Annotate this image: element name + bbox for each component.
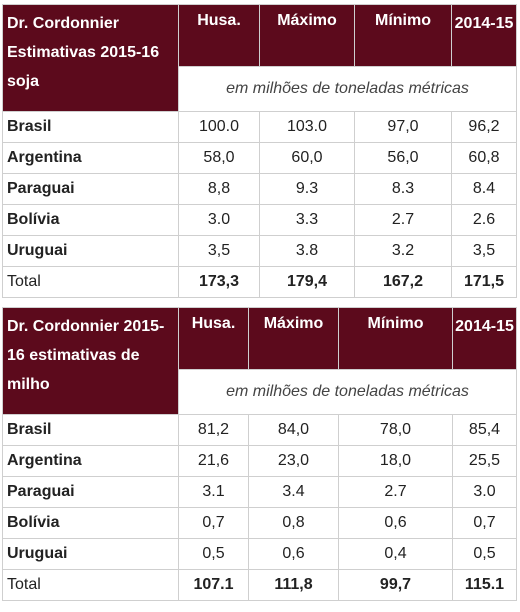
column-header-2014-15: 2014-15 xyxy=(451,4,517,67)
total-label: Total xyxy=(2,266,179,298)
row-label: Brasil xyxy=(2,414,179,446)
column-header-2014-15: 2014-15 xyxy=(452,307,517,370)
table-row: Brasil 81,2 84,0 78,0 85,4 xyxy=(2,414,517,446)
soy-estimates-table: Dr. Cordonnier Estimativas 2015-16 soja … xyxy=(2,4,517,298)
cell-maximo: 9.3 xyxy=(259,173,355,205)
total-row: Total 107.1 111,8 99,7 115.1 xyxy=(2,569,517,601)
row-label: Uruguai xyxy=(2,538,179,570)
total-label: Total xyxy=(2,569,179,601)
row-label: Brasil xyxy=(2,111,179,143)
cell-2014-15: 2.6 xyxy=(451,204,517,236)
cell-husa: 100.0 xyxy=(178,111,260,143)
table-row: Bolívia 3.0 3.3 2.7 2.6 xyxy=(2,204,517,236)
row-label: Uruguai xyxy=(2,235,179,267)
total-minimo: 167,2 xyxy=(354,266,452,298)
table-row: Paraguai 3.1 3.4 2.7 3.0 xyxy=(2,476,517,508)
cell-maximo: 0,8 xyxy=(248,507,339,539)
table-row: Uruguai 0,5 0,6 0,4 0,5 xyxy=(2,538,517,570)
cell-minimo: 78,0 xyxy=(338,414,453,446)
total-husa: 173,3 xyxy=(178,266,260,298)
table-row: Brasil 100.0 103.0 97,0 96,2 xyxy=(2,111,517,143)
cell-minimo: 56,0 xyxy=(354,142,452,174)
cell-2014-15: 0,7 xyxy=(452,507,517,539)
table-row: Bolívia 0,7 0,8 0,6 0,7 xyxy=(2,507,517,539)
total-2014-15: 171,5 xyxy=(451,266,517,298)
cell-maximo: 60,0 xyxy=(259,142,355,174)
cell-2014-15: 3.0 xyxy=(452,476,517,508)
cell-minimo: 97,0 xyxy=(354,111,452,143)
cell-2014-15: 60,8 xyxy=(451,142,517,174)
column-header-maximo: Máximo xyxy=(259,4,355,67)
total-row: Total 173,3 179,4 167,2 171,5 xyxy=(2,266,517,298)
row-label: Argentina xyxy=(2,142,179,174)
cell-husa: 3.1 xyxy=(178,476,249,508)
table-title: Dr. Cordonnier 2015-16 estimativas de mi… xyxy=(2,307,179,415)
cell-maximo: 23,0 xyxy=(248,445,339,477)
table-row: Paraguai 8,8 9.3 8.3 8.4 xyxy=(2,173,517,205)
cell-minimo: 2.7 xyxy=(354,204,452,236)
total-minimo: 99,7 xyxy=(338,569,453,601)
cell-2014-15: 96,2 xyxy=(451,111,517,143)
cell-2014-15: 3,5 xyxy=(451,235,517,267)
table-title: Dr. Cordonnier Estimativas 2015-16 soja xyxy=(2,4,179,112)
column-header-maximo: Máximo xyxy=(248,307,339,370)
cell-2014-15: 0,5 xyxy=(452,538,517,570)
cell-husa: 81,2 xyxy=(178,414,249,446)
corn-estimates-table: Dr. Cordonnier 2015-16 estimativas de mi… xyxy=(2,307,517,601)
cell-husa: 3.0 xyxy=(178,204,260,236)
total-husa: 107.1 xyxy=(178,569,249,601)
cell-husa: 0,5 xyxy=(178,538,249,570)
column-header-husa: Husa. xyxy=(178,4,260,67)
cell-2014-15: 85,4 xyxy=(452,414,517,446)
cell-maximo: 3.4 xyxy=(248,476,339,508)
cell-minimo: 0,4 xyxy=(338,538,453,570)
table-row: Uruguai 3,5 3.8 3.2 3,5 xyxy=(2,235,517,267)
row-label: Paraguai xyxy=(2,476,179,508)
cell-husa: 8,8 xyxy=(178,173,260,205)
units-note: em milhões de toneladas métricas xyxy=(178,66,517,112)
cell-husa: 3,5 xyxy=(178,235,260,267)
row-label: Bolívia xyxy=(2,204,179,236)
column-header-minimo: Mínimo xyxy=(354,4,452,67)
cell-husa: 21,6 xyxy=(178,445,249,477)
cell-minimo: 2.7 xyxy=(338,476,453,508)
cell-maximo: 0,6 xyxy=(248,538,339,570)
cell-maximo: 3.8 xyxy=(259,235,355,267)
column-header-husa: Husa. xyxy=(178,307,249,370)
cell-maximo: 84,0 xyxy=(248,414,339,446)
cell-husa: 58,0 xyxy=(178,142,260,174)
total-maximo: 179,4 xyxy=(259,266,355,298)
cell-maximo: 3.3 xyxy=(259,204,355,236)
cell-2014-15: 25,5 xyxy=(452,445,517,477)
table-row: Argentina 58,0 60,0 56,0 60,8 xyxy=(2,142,517,174)
cell-minimo: 3.2 xyxy=(354,235,452,267)
row-label: Argentina xyxy=(2,445,179,477)
cell-minimo: 8.3 xyxy=(354,173,452,205)
cell-minimo: 0,6 xyxy=(338,507,453,539)
units-note: em milhões de toneladas métricas xyxy=(178,369,517,415)
total-maximo: 111,8 xyxy=(248,569,339,601)
row-label: Bolívia xyxy=(2,507,179,539)
column-header-minimo: Mínimo xyxy=(338,307,453,370)
row-label: Paraguai xyxy=(2,173,179,205)
table-row: Argentina 21,6 23,0 18,0 25,5 xyxy=(2,445,517,477)
total-2014-15: 115.1 xyxy=(452,569,517,601)
cell-minimo: 18,0 xyxy=(338,445,453,477)
cell-maximo: 103.0 xyxy=(259,111,355,143)
cell-2014-15: 8.4 xyxy=(451,173,517,205)
cell-husa: 0,7 xyxy=(178,507,249,539)
